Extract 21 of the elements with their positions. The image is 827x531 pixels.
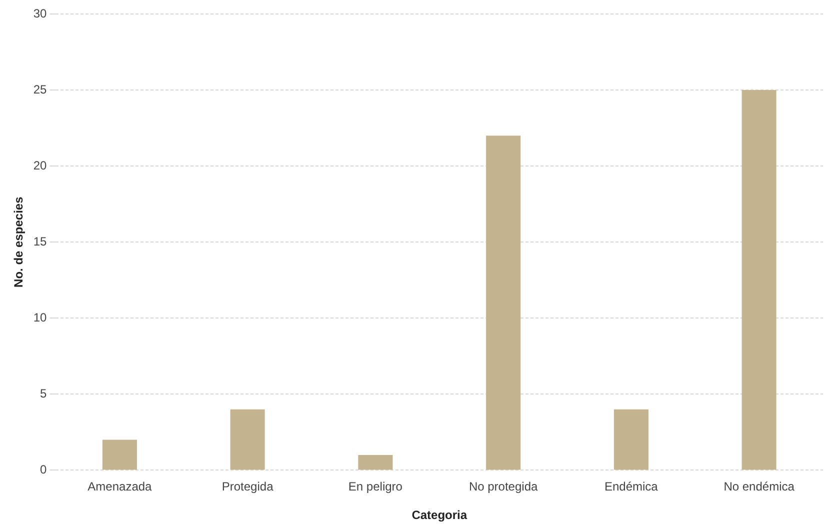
bar — [614, 409, 648, 470]
y-tick-label: 10 — [33, 310, 48, 324]
y-tick-label: 0 — [40, 462, 48, 477]
x-tick-label: No protegida — [468, 480, 538, 494]
x-tick-label: Endémica — [604, 480, 658, 494]
y-tick-label: 25 — [33, 82, 48, 96]
y-axis-title: No. de especies — [12, 196, 26, 288]
x-tick-label: Protegida — [222, 480, 274, 494]
bar — [230, 409, 265, 470]
x-tick-label: Amenazada — [88, 480, 152, 494]
x-tick-label: En peligro — [348, 480, 403, 494]
bar — [358, 454, 393, 470]
y-tick-label: 5 — [40, 386, 48, 400]
x-tick-label: No endémica — [724, 480, 795, 494]
bar — [486, 136, 521, 470]
y-tick-label: 30 — [33, 6, 48, 20]
y-tick-label: 20 — [33, 158, 48, 172]
bar — [742, 90, 776, 470]
y-tick-label: 15 — [33, 234, 48, 248]
bar — [102, 440, 137, 470]
x-axis-title: Categoria — [412, 508, 468, 522]
